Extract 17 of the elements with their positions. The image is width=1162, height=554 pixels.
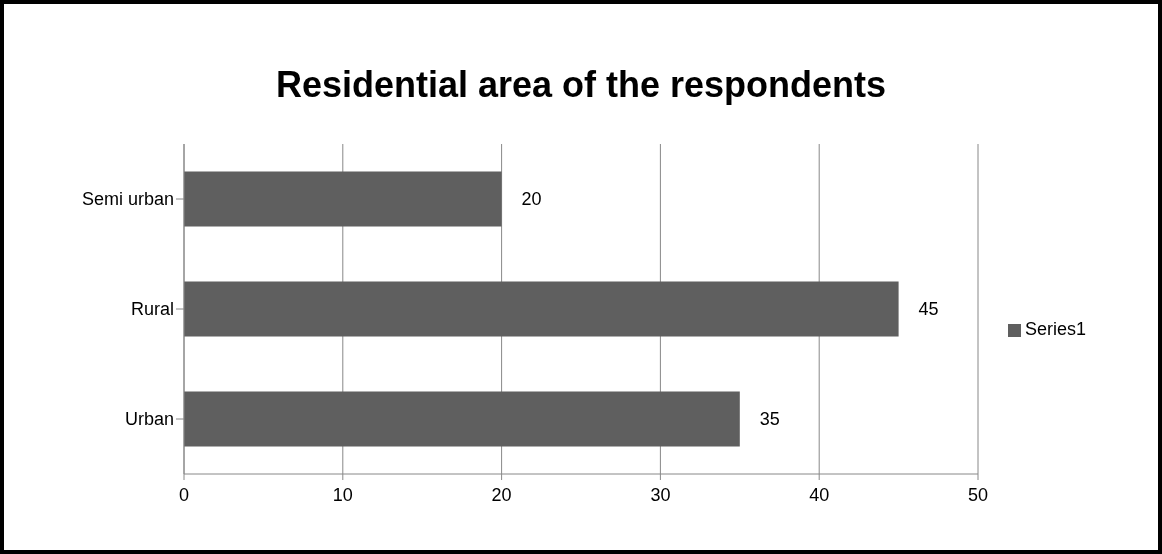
x-tick-label: 30 [650, 484, 671, 505]
y-tick-label: Rural [130, 299, 174, 320]
x-tick-label: 40 [809, 484, 830, 505]
x-tick-label: 50 [967, 484, 989, 505]
y-tick-label: Urban [124, 409, 174, 430]
y-tick-label: Semi urban [81, 189, 174, 210]
bar [184, 281, 899, 337]
x-tick-label: 0 [178, 484, 190, 505]
legend-label: Series1 [1025, 318, 1087, 339]
x-tick-label: 20 [491, 484, 512, 505]
chart-title: Residential area of the respondents [274, 64, 888, 106]
bar [184, 171, 502, 227]
x-tick-label: 10 [332, 484, 353, 505]
data-label: 20 [521, 189, 542, 210]
data-label: 35 [759, 409, 780, 430]
bar [184, 391, 740, 447]
data-label: 45 [918, 299, 939, 320]
